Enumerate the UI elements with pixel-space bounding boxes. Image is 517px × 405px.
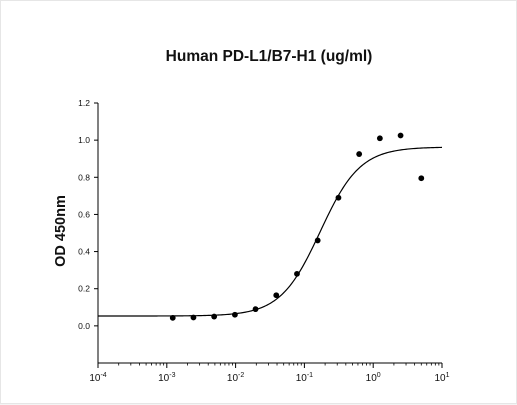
- y-axis-ticks: 0.0 0.2 0.4 0.6 0.8 1.0 1.2: [78, 98, 98, 331]
- data-point: [314, 237, 321, 244]
- data-point: [232, 311, 238, 318]
- x-tick-label: 10-1: [296, 372, 313, 384]
- data-point: [211, 313, 218, 320]
- axes: [97, 103, 442, 364]
- data-point: [273, 292, 280, 299]
- data-point: [190, 314, 197, 321]
- x-tick-label: 10-4: [89, 372, 106, 384]
- data-point: [335, 194, 342, 201]
- y-tick-label: 0.4: [78, 247, 90, 257]
- data-point: [169, 314, 176, 321]
- fit-curve: [98, 146, 443, 317]
- y-tick-label: 0.8: [78, 172, 90, 182]
- data-point: [418, 175, 425, 182]
- data-points: [169, 132, 425, 321]
- y-tick-label: 0.0: [78, 321, 90, 331]
- y-tick-label: 1.2: [78, 98, 90, 108]
- data-point: [397, 132, 404, 139]
- x-tick-label: 100: [366, 372, 381, 384]
- y-tick-label: 0.2: [78, 284, 90, 294]
- y-axis-label: OD 450nm: [53, 195, 69, 267]
- x-axis-ticks: 10-4 10-3 10-2 10-1 100 101: [89, 363, 450, 384]
- chart-title: Human PD-L1/B7-H1 (ug/ml): [166, 48, 373, 65]
- data-point: [376, 135, 383, 142]
- x-tick-label: 10-2: [227, 372, 244, 384]
- data-point: [294, 270, 300, 277]
- y-tick-label: 1.0: [78, 135, 90, 145]
- y-tick-label: 0.6: [78, 209, 90, 219]
- data-point: [356, 151, 363, 157]
- x-tick-label: 10-3: [158, 372, 175, 384]
- data-point: [252, 306, 259, 313]
- x-tick-label: 101: [434, 372, 449, 384]
